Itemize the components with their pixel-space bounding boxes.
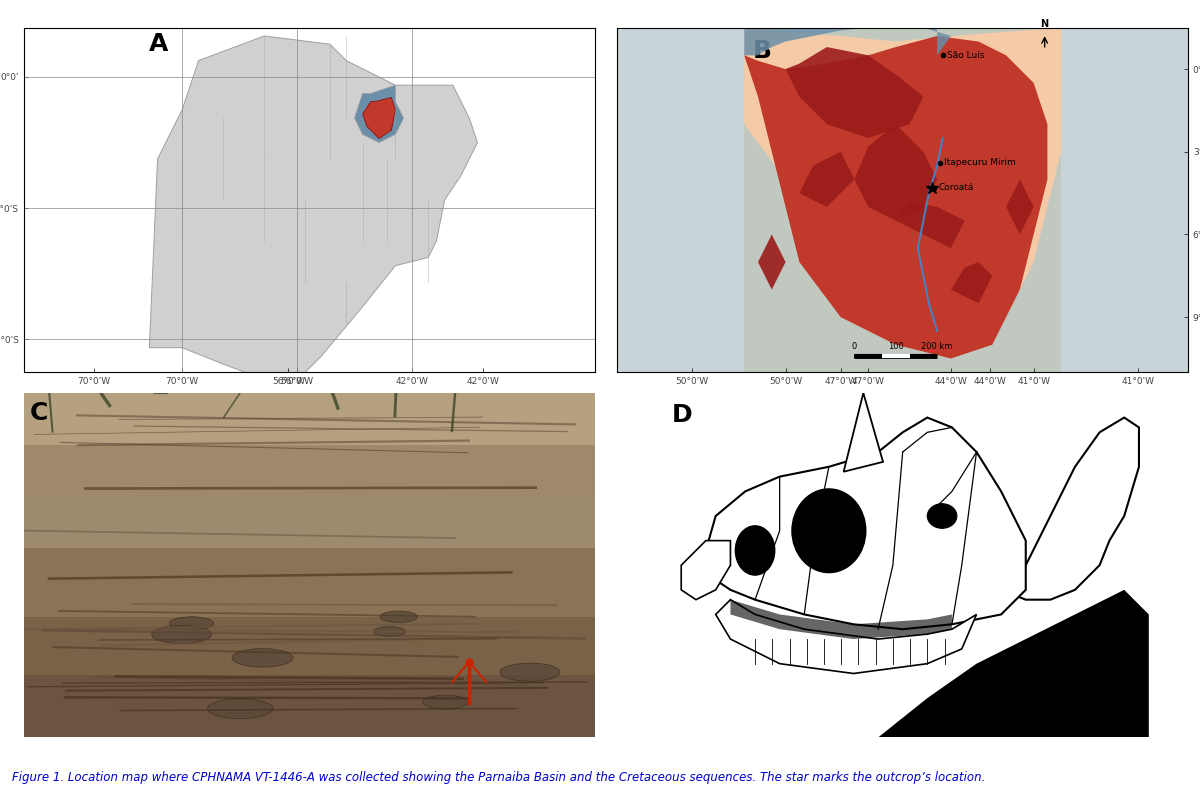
- Polygon shape: [854, 125, 937, 220]
- Text: Boca de Forno Ravinae: Boca de Forno Ravinae: [112, 716, 247, 730]
- Ellipse shape: [232, 649, 293, 667]
- Polygon shape: [362, 98, 396, 139]
- Bar: [24, 496, 594, 548]
- Bar: [24, 676, 594, 737]
- Text: 200 km: 200 km: [922, 342, 953, 351]
- Polygon shape: [744, 36, 1048, 358]
- Polygon shape: [744, 28, 950, 56]
- Text: Parnaiba Basin: Parnaiba Basin: [112, 645, 199, 658]
- Polygon shape: [744, 28, 1061, 372]
- Ellipse shape: [422, 695, 468, 709]
- Text: 0: 0: [852, 342, 857, 351]
- Polygon shape: [682, 541, 731, 600]
- Bar: [43, 643, 94, 660]
- Bar: [43, 667, 94, 684]
- Bar: [43, 596, 94, 612]
- Polygon shape: [950, 262, 992, 304]
- Ellipse shape: [373, 626, 406, 637]
- Polygon shape: [731, 600, 952, 639]
- Polygon shape: [844, 393, 883, 472]
- Text: São Luís: São Luís: [947, 51, 984, 59]
- Polygon shape: [706, 418, 1026, 629]
- Ellipse shape: [500, 663, 560, 681]
- Text: D: D: [671, 403, 692, 427]
- Polygon shape: [744, 28, 1061, 331]
- Ellipse shape: [792, 489, 865, 573]
- Text: A: A: [149, 32, 169, 56]
- Polygon shape: [715, 600, 977, 673]
- Polygon shape: [149, 36, 478, 389]
- Ellipse shape: [380, 611, 418, 623]
- Text: N: N: [1040, 19, 1049, 29]
- Polygon shape: [799, 151, 854, 207]
- Text: Itapecuru Mirim: Itapecuru Mirim: [944, 159, 1015, 167]
- Text: 100: 100: [888, 342, 904, 351]
- Polygon shape: [786, 47, 923, 138]
- Polygon shape: [354, 85, 403, 143]
- Bar: [24, 548, 594, 617]
- Text: Itapecuru River: Itapecuru River: [112, 692, 203, 706]
- Ellipse shape: [736, 526, 775, 575]
- Text: Brazil: Brazil: [112, 597, 145, 611]
- Ellipse shape: [208, 699, 274, 718]
- Text: Coroatá: Coroatá: [938, 183, 974, 192]
- Text: B: B: [752, 39, 772, 63]
- Polygon shape: [758, 235, 786, 289]
- Text: Cretaceous: Cretaceous: [112, 668, 179, 682]
- Ellipse shape: [928, 504, 956, 528]
- Polygon shape: [1001, 418, 1139, 600]
- Text: Maranhão State: Maranhão State: [112, 621, 206, 634]
- Text: Figure 1. Location map where CPHNAMA VT-1446-A was collected showing the Parnaib: Figure 1. Location map where CPHNAMA VT-…: [12, 771, 985, 783]
- Ellipse shape: [169, 617, 214, 630]
- Polygon shape: [1006, 179, 1033, 235]
- Bar: [24, 617, 594, 676]
- Bar: [43, 619, 94, 636]
- Bar: [24, 393, 594, 445]
- Polygon shape: [878, 590, 1148, 737]
- Bar: [24, 445, 594, 496]
- Text: C: C: [30, 401, 48, 425]
- Polygon shape: [896, 201, 965, 248]
- Ellipse shape: [151, 626, 211, 644]
